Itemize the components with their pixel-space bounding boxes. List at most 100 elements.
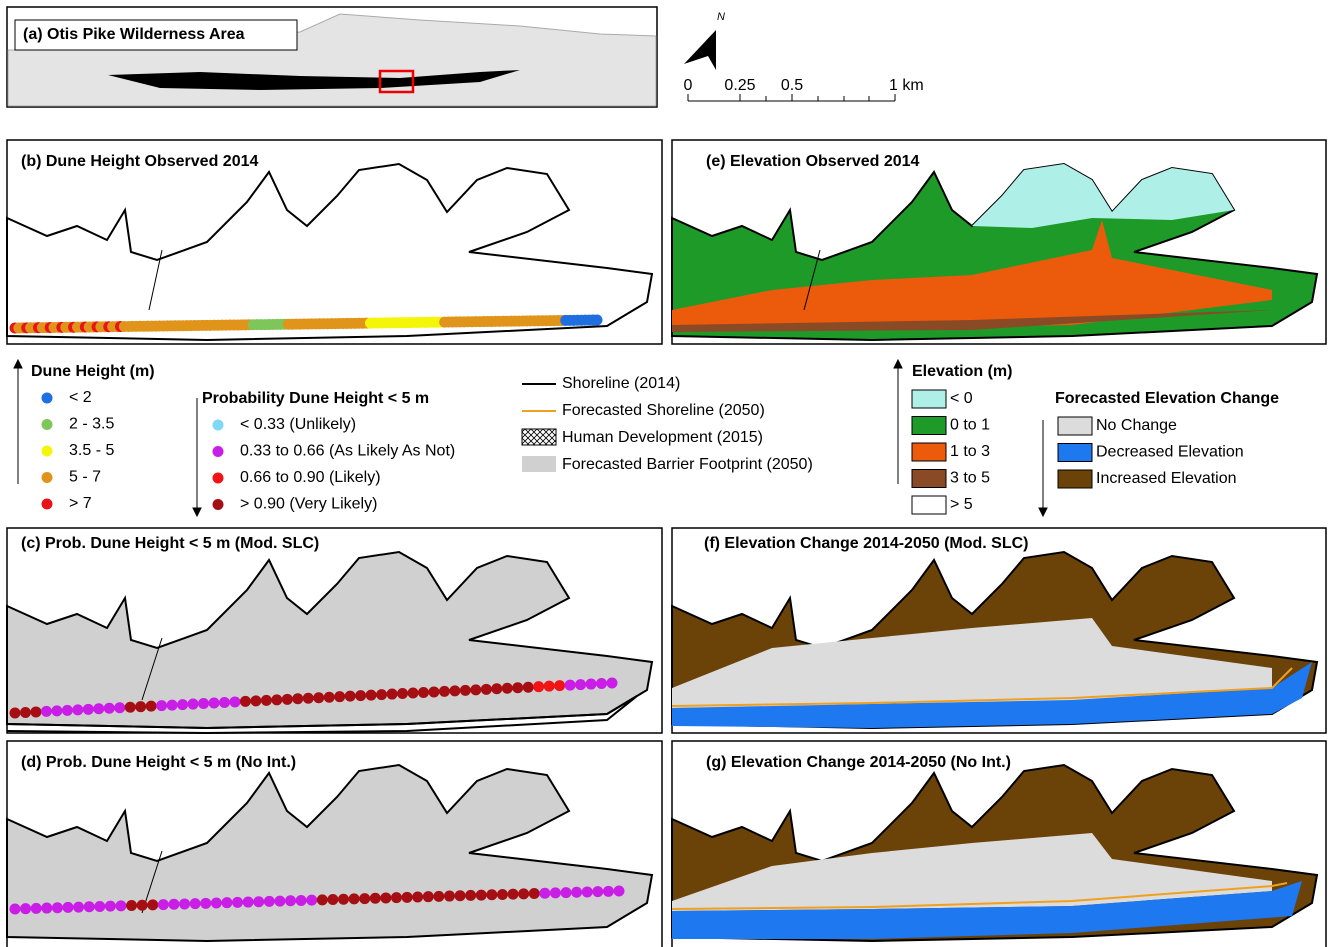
- legend-swatch: [212, 446, 224, 457]
- transect-point: [229, 696, 241, 708]
- transect-point: [200, 897, 212, 909]
- legend-label: Increased Elevation: [1096, 470, 1237, 487]
- legend-swatch: [1057, 469, 1093, 489]
- transect-point: [470, 684, 482, 696]
- legend-label: 1 to 3: [950, 443, 990, 460]
- transect-point: [344, 690, 356, 702]
- transect-point: [124, 701, 136, 713]
- transect-point: [554, 680, 566, 692]
- legend-swatch: [212, 419, 224, 431]
- panel-title: (c) Prob. Dune Height < 5 m (Mod. SLC): [21, 535, 319, 552]
- transect-point: [428, 686, 440, 698]
- panel-title: (b) Dune Height Observed 2014: [21, 153, 258, 170]
- transect-point: [218, 696, 230, 708]
- transect-point: [380, 892, 392, 904]
- transect-point: [596, 678, 608, 690]
- legend-label: < 0: [950, 390, 973, 407]
- transect-point: [136, 899, 148, 911]
- panel-g: (g) Elevation Change 2014-2050 (No Int.): [671, 740, 1327, 947]
- transect-point: [512, 682, 524, 694]
- transect-point: [443, 890, 455, 902]
- transect-point: [606, 677, 618, 689]
- transect-point: [585, 678, 597, 690]
- transect-point: [365, 689, 377, 701]
- transect-point: [316, 894, 328, 906]
- transect-point: [73, 901, 85, 913]
- scale-label: 0: [684, 77, 693, 94]
- inset-box: [378, 69, 415, 94]
- transect-point: [221, 897, 233, 909]
- legend-label: 3 to 5: [950, 470, 990, 487]
- transect-point: [62, 901, 74, 913]
- legend-swatch: [911, 442, 947, 462]
- transect-point: [417, 686, 429, 698]
- wilderness-area: [108, 70, 520, 90]
- legend-label: 0.33 to 0.66 (As Likely As Not): [240, 443, 455, 460]
- transect-point: [581, 886, 593, 898]
- legend-swatch: [911, 469, 947, 488]
- transect-point: [369, 892, 381, 904]
- legend-label: < 2: [69, 389, 92, 406]
- transect-point: [20, 903, 32, 915]
- transect-point: [135, 701, 147, 713]
- transect-point: [51, 705, 63, 717]
- transect-point: [449, 685, 461, 697]
- transect-point: [115, 900, 127, 912]
- transect-point: [543, 680, 555, 692]
- transect-point: [348, 893, 360, 905]
- panel-d: (d) Prob. Dune Height < 5 m (No Int.): [6, 740, 663, 947]
- transect-point: [390, 892, 402, 904]
- legend-swatch: [41, 445, 53, 457]
- transect-point: [232, 896, 244, 908]
- transect-point: [397, 688, 409, 700]
- transect-point: [591, 314, 603, 326]
- legend-label: Shoreline (2014): [562, 375, 680, 392]
- transect-point: [253, 896, 265, 908]
- transect-point: [271, 694, 283, 706]
- transect-point: [103, 702, 115, 714]
- legend-swatch: [41, 472, 53, 483]
- transect-point: [355, 690, 367, 702]
- legend-label: Human Development (2015): [562, 429, 763, 446]
- transect-point: [501, 682, 513, 694]
- transect-point: [560, 887, 572, 899]
- transect-point: [422, 891, 434, 903]
- transect-point: [210, 897, 222, 909]
- legend-title: Forecasted Elevation Change: [1055, 390, 1279, 407]
- transect-point: [564, 679, 576, 691]
- legend-swatch: [212, 499, 224, 510]
- transect-point: [313, 692, 325, 704]
- transect-point: [274, 895, 286, 907]
- legend-label: > 7: [69, 495, 92, 512]
- transect-point: [386, 688, 398, 700]
- transect-point: [126, 900, 138, 912]
- legend-label: 5 - 7: [69, 469, 101, 486]
- transect-point: [9, 903, 21, 915]
- transect-point: [19, 706, 31, 718]
- panel-b: (b) Dune Height Observed 2014: [6, 139, 663, 345]
- transect-point: [9, 707, 21, 719]
- legend-swatch: [41, 498, 53, 510]
- transect-point: [198, 698, 210, 710]
- legend-label: > 0.90 (Very Likely): [240, 496, 377, 513]
- transect-point: [376, 689, 388, 701]
- transect-point: [114, 702, 126, 714]
- transect-point: [480, 683, 492, 695]
- transect-point: [61, 704, 73, 716]
- legend-label: 0 to 1: [950, 417, 990, 434]
- transect-point: [177, 699, 189, 711]
- transect-point: [72, 704, 84, 716]
- legend-label: Forecasted Barrier Footprint (2050): [562, 456, 813, 473]
- panel-e: (e) Elevation Observed 2014: [671, 139, 1327, 345]
- legend-swatch: [1057, 416, 1093, 436]
- legend-label: > 5: [950, 496, 973, 513]
- line-swatches: [521, 383, 557, 472]
- transect-point: [40, 705, 52, 717]
- scale-label: 0.25: [724, 77, 755, 94]
- transect-point: [51, 902, 63, 914]
- legend-swatch: [911, 389, 947, 409]
- transect-point: [295, 894, 307, 906]
- transect-point: [187, 698, 199, 710]
- transect-point: [412, 891, 424, 903]
- panel-a: (a) Otis Pike Wilderness Area: [6, 6, 658, 108]
